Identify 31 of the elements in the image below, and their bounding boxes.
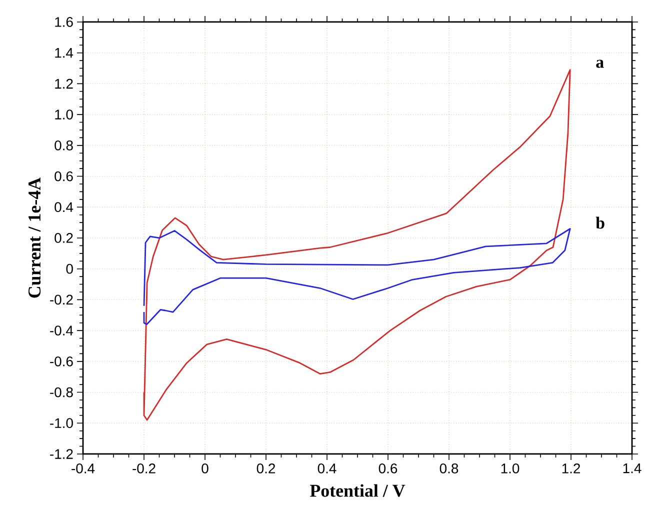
y-tick-label: 1.6 bbox=[55, 17, 73, 27]
y-tick-label: 0.2 bbox=[54, 233, 73, 243]
y-tick-label: 1.0 bbox=[55, 110, 73, 120]
y-tick-label: -0.4 bbox=[50, 326, 74, 336]
y-tick-label: -0.2 bbox=[50, 294, 73, 305]
x-tick-label: -0.2 bbox=[132, 463, 156, 474]
x-tick-label: -0.4 bbox=[72, 463, 95, 474]
y-tick-label: 0 bbox=[66, 264, 73, 274]
annotation: a bbox=[596, 60, 604, 68]
x-tick-label: 0.2 bbox=[256, 463, 276, 474]
y-axis-title: Current / 1e-4A bbox=[28, 178, 41, 298]
y-tick-label: 0.4 bbox=[54, 202, 74, 212]
y-tick-label: -1.2 bbox=[50, 449, 73, 459]
y-tick-label: 1.2 bbox=[55, 78, 73, 89]
x-axis-title: Potential / V bbox=[310, 484, 406, 497]
y-tick-label: -0.6 bbox=[50, 356, 73, 366]
annotation: b bbox=[596, 216, 604, 229]
y-tick-label: 1.4 bbox=[55, 48, 74, 58]
y-tick-label: 0.6 bbox=[54, 171, 73, 182]
y-tick-label: 0.8 bbox=[54, 140, 73, 150]
x-tick-label: 0.4 bbox=[318, 463, 336, 474]
x-tick-label: 1.2 bbox=[562, 463, 580, 474]
x-tick-label: 1.4 bbox=[623, 464, 642, 474]
line-series bbox=[143, 228, 571, 326]
y-tick-label: -1.0 bbox=[50, 418, 73, 428]
x-tick-label: 0.8 bbox=[440, 463, 458, 474]
x-tick-label: 0 bbox=[202, 463, 208, 474]
x-tick-label: 1.0 bbox=[501, 463, 520, 474]
line-series bbox=[143, 69, 571, 421]
y-tick-label: -0.8 bbox=[50, 387, 73, 398]
x-tick-label: 0.6 bbox=[378, 463, 398, 474]
